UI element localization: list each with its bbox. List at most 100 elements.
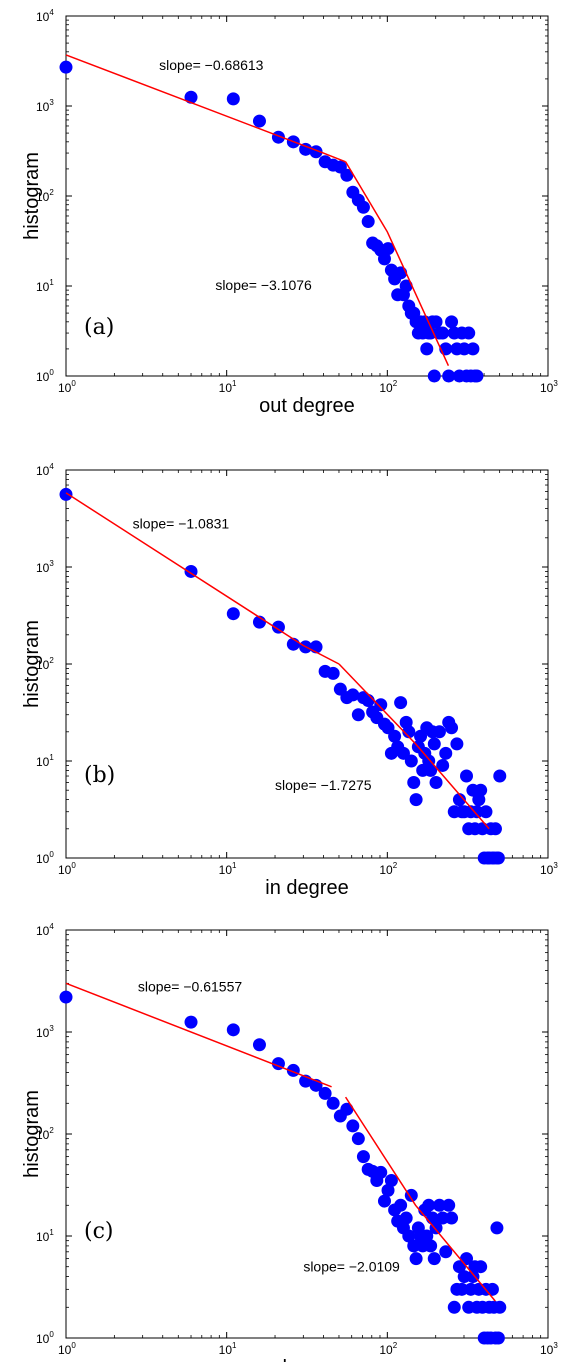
chart-panel-1: 100 101 102 103 100 101 102 103 104 out degree his…: [21, 8, 558, 417]
data-point: [455, 1282, 469, 1296]
data-point: [474, 1260, 488, 1274]
x-axis-label: degree: [276, 1357, 338, 1362]
data-point: [445, 721, 459, 735]
y-tick-label: 100: [36, 368, 54, 384]
chart-panel-3: 100 101 102 103 100 101 102 103 104 degree histogr…: [21, 922, 558, 1362]
panel-label: (a): [84, 315, 114, 340]
data-point: [420, 342, 434, 356]
y-tick-label: 104: [36, 8, 54, 24]
data-point: [424, 1239, 438, 1253]
x-tick-label: 102: [379, 861, 397, 877]
data-point: [374, 1165, 388, 1179]
data-point: [59, 487, 73, 501]
data-point: [184, 90, 198, 104]
data-point: [346, 688, 360, 702]
data-point: [377, 1194, 391, 1208]
x-tick-label: 102: [379, 1341, 397, 1357]
fit-line-1: [65, 982, 332, 1088]
data-point: [381, 242, 395, 256]
data-point: [402, 1229, 416, 1243]
data-point: [442, 369, 456, 383]
x-axis-label: out degree: [259, 395, 355, 417]
y-tick-label: 101: [36, 753, 54, 769]
data-point: [432, 725, 446, 739]
chart-panel-2: 100 101 102 103 100 101 102 103 104 in degree hist…: [21, 462, 558, 899]
data-point: [59, 990, 73, 1004]
y-tick-label: 100: [36, 1330, 54, 1346]
x-tick-label: 102: [379, 379, 397, 395]
data-point: [436, 758, 450, 772]
data-point: [445, 315, 459, 329]
data-point: [445, 1211, 459, 1225]
x-tick-label: 101: [219, 379, 237, 395]
y-tick-label: 103: [36, 98, 54, 114]
panel-label: (c): [84, 1219, 114, 1244]
data-point: [450, 737, 464, 751]
y-tick-label: 103: [36, 559, 54, 575]
data-point: [491, 1331, 505, 1345]
data-point: [374, 698, 388, 712]
x-axis-label: in degree: [265, 877, 348, 899]
data-point: [436, 326, 450, 340]
fit-line-1: [65, 54, 346, 163]
data-point: [422, 1198, 436, 1212]
data-point: [447, 1300, 461, 1314]
data-point: [184, 1015, 198, 1029]
data-point: [493, 1300, 507, 1314]
data-point: [399, 1211, 413, 1225]
data-point: [356, 1150, 370, 1164]
y-tick-label: 104: [36, 462, 54, 478]
data-point: [318, 1086, 332, 1100]
data-point: [429, 776, 443, 790]
data-point: [226, 607, 240, 621]
data-point: [388, 729, 402, 743]
data-point: [404, 754, 418, 768]
y-tick-label: 104: [36, 922, 54, 938]
data-point: [409, 793, 423, 807]
data-point: [252, 1038, 266, 1052]
x-tick-label: 101: [219, 861, 237, 877]
data-point: [340, 1102, 354, 1116]
slope-annotation-2: slope= −1.7275: [275, 777, 372, 793]
x-tick-label: 101: [219, 1341, 237, 1357]
data-point: [490, 1221, 504, 1235]
fit-line-2: [338, 663, 490, 830]
data-point: [429, 315, 443, 329]
panel-label: (b): [84, 763, 115, 788]
data-point: [226, 92, 240, 106]
data-point: [466, 342, 480, 356]
y-tick-label: 102: [36, 656, 54, 672]
data-point: [460, 769, 474, 783]
fit-line-1: [65, 492, 340, 665]
data-point: [462, 326, 476, 340]
data-point: [252, 114, 266, 128]
data-point: [470, 369, 484, 383]
x-tick-label: 100: [58, 379, 76, 395]
y-tick-label: 103: [36, 1024, 54, 1040]
data-point: [493, 769, 507, 783]
data-point: [485, 1282, 499, 1296]
slope-annotation-2: slope= −2.0109: [303, 1258, 400, 1274]
data-point: [436, 1211, 450, 1225]
data-point: [420, 1229, 434, 1243]
data-point: [439, 746, 453, 760]
data-point: [346, 1119, 360, 1133]
data-point: [361, 215, 375, 229]
y-tick-label: 100: [36, 850, 54, 866]
slope-annotation-1: slope= −1.0831: [133, 515, 230, 531]
data-point: [351, 708, 365, 722]
data-point: [432, 1198, 446, 1212]
data-point: [399, 279, 413, 293]
data-point: [381, 1183, 395, 1197]
y-axis-label: histogram: [21, 1090, 43, 1178]
x-tick-label: 103: [540, 379, 558, 395]
data-point: [491, 851, 505, 865]
data-point: [424, 763, 438, 777]
data-point: [452, 793, 466, 807]
data-point: [439, 1245, 453, 1259]
data-point: [299, 142, 313, 156]
data-point: [326, 1096, 340, 1110]
data-point: [429, 1221, 443, 1235]
data-point: [351, 1132, 365, 1146]
